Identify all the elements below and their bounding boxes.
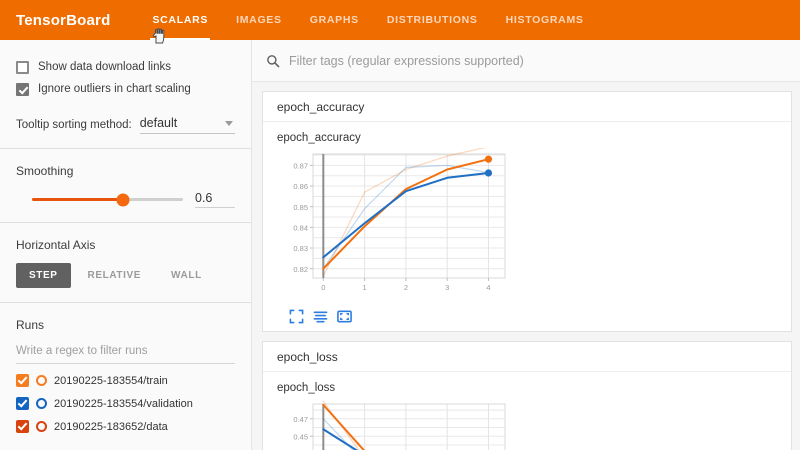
checkbox-download-links[interactable] [16,60,29,74]
tab-histograms[interactable]: HISTOGRAMS [505,14,584,26]
pointing-hand-cursor-icon [152,28,165,44]
run-label-train: 20190225-183554/train [54,374,168,387]
chevron-down-icon [225,120,233,126]
svg-text:0.86: 0.86 [293,182,308,191]
run-checkbox-data[interactable] [16,420,29,433]
checkbox-label-download-links: Show data download links [38,61,171,73]
data-table-icon[interactable] [313,309,328,324]
divider-runs [0,302,251,303]
run-item-data[interactable]: 20190225-183652/data [16,415,235,438]
run-item-validation[interactable]: 20190225-183554/validation [16,392,235,415]
svg-text:0.87: 0.87 [293,162,308,171]
run-color-dot-data [36,421,47,432]
checkbox-row-download-links[interactable]: Show data download links [16,56,235,78]
tab-distributions[interactable]: DISTRIBUTIONS [386,14,478,26]
svg-text:0.82: 0.82 [293,265,308,274]
divider-axis [0,222,251,223]
chart-title-epoch-loss: epoch_loss [277,382,336,394]
svg-text:0.83: 0.83 [293,244,308,253]
nav-tabs: SCALARS IMAGES GRAPHS DISTRIBUTIONS HIST… [138,0,597,40]
tooltip-sorting-select[interactable]: default [139,116,235,134]
card-epoch-loss: epoch_loss epoch_loss 0.47 0.45 [262,341,792,450]
tab-graphs[interactable]: GRAPHS [309,14,359,26]
run-color-dot-train [36,375,47,386]
sidebar: Show data download links Ignore outliers… [0,40,252,450]
tab-images[interactable]: IMAGES [236,14,282,26]
tag-filter-input[interactable]: Filter tags (regular expressions support… [289,53,524,68]
card-body-epoch-loss: epoch_loss 0.47 0.45 [263,372,791,450]
smoothing-slider[interactable] [32,193,183,206]
checkbox-ignore-outliers[interactable] [16,82,29,96]
run-label-validation: 20190225-183554/validation [54,397,193,410]
chart-epoch-accuracy[interactable]: 0.82 0.83 0.84 0.85 0.86 0.87 0 1 2 3 4 [277,146,529,300]
search-icon [267,54,280,67]
card-body-epoch-accuracy: epoch_accuracy 0.82 0.83 0.84 0.85 0.86 0.87 0… [263,122,791,331]
tag-filter-bar: Filter tags (regular expressions support… [252,40,800,82]
chart-epoch-loss[interactable]: 0.47 0.45 [277,398,529,450]
svg-text:2: 2 [404,283,408,292]
card-epoch-accuracy: epoch_accuracy epoch_accuracy 0.82 0.83 0.… [262,91,792,332]
expand-icon[interactable] [289,309,304,324]
checkbox-row-ignore-outliers[interactable]: Ignore outliers in chart scaling [16,78,235,100]
svg-text:0: 0 [321,283,325,292]
fit-domain-icon[interactable] [337,309,352,324]
smoothing-slider-fill [32,198,123,201]
card-header-epoch-loss[interactable]: epoch_loss [263,342,791,372]
svg-text:0.84: 0.84 [293,224,308,233]
svg-text:4: 4 [486,283,490,292]
tab-scalars[interactable]: SCALARS [138,0,222,40]
chart-toolbar-epoch-accuracy [277,305,791,331]
tooltip-sorting-row: Tooltip sorting method: default [16,116,235,134]
axis-button-wall[interactable]: WALL [171,270,202,281]
smoothing-row: 0.6 [16,191,235,208]
divider-smoothing [0,148,251,149]
svg-text:0.47: 0.47 [293,415,308,424]
horizontal-axis-buttons: STEP RELATIVE WALL [16,263,235,288]
smoothing-slider-thumb[interactable] [116,193,130,206]
svg-text:1: 1 [363,283,367,292]
runs-title: Runs [16,318,45,332]
smoothing-value[interactable]: 0.6 [195,191,235,208]
app-brand: TensorBoard [16,11,111,29]
svg-text:0.45: 0.45 [293,432,308,441]
run-item-train[interactable]: 20190225-183554/train [16,369,235,392]
run-label-data: 20190225-183652/data [54,420,168,433]
axis-button-step[interactable]: STEP [16,263,71,288]
axis-button-relative[interactable]: RELATIVE [87,270,142,281]
horizontal-axis-title: Horizontal Axis [16,238,96,252]
chart-title-epoch-accuracy: epoch_accuracy [277,132,361,144]
app-body: Show data download links Ignore outliers… [0,40,800,450]
cards-container[interactable]: epoch_accuracy epoch_accuracy 0.82 0.83 0.… [252,82,800,450]
tooltip-sorting-label: Tooltip sorting method: [16,119,132,131]
run-checkbox-validation[interactable] [16,397,29,410]
checkbox-label-ignore-outliers: Ignore outliers in chart scaling [38,83,191,95]
smoothing-title: Smoothing [16,164,74,178]
main-content: Filter tags (regular expressions support… [252,40,800,450]
runs-filter-input[interactable]: Write a regex to filter runs [16,341,235,364]
card-header-epoch-accuracy[interactable]: epoch_accuracy [263,92,791,122]
tooltip-sorting-value: default [139,116,178,130]
run-color-dot-validation [36,398,47,409]
app-header: TensorBoard SCALARS IMAGES GRAPHS DISTRI… [0,0,800,44]
run-checkbox-train[interactable] [16,374,29,387]
svg-text:3: 3 [445,283,449,292]
svg-text:0.85: 0.85 [293,203,308,212]
